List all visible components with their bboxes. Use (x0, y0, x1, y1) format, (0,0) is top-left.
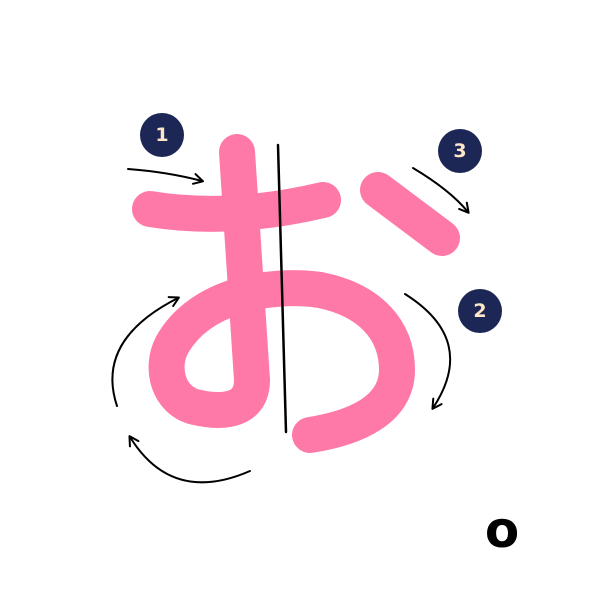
romaji-label: o (484, 501, 520, 559)
vertical-guide-line (276, 143, 288, 434)
stroke-1-direction-arrow (127, 168, 204, 185)
stroke-order-number-1: 1 (155, 123, 169, 146)
stroke-3-diagonal (360, 172, 460, 256)
stroke-2-curve-direction-arrow (404, 293, 452, 410)
stroke-order-badge-1: 1 (140, 113, 184, 157)
stroke-2-loop-lower-arrow (128, 435, 251, 484)
stroke-2-loop-upper-arrow (111, 296, 180, 407)
stroke-order-badge-2: 2 (458, 289, 502, 333)
stroke-3-direction-arrow (412, 167, 470, 214)
stroke-order-number-3: 3 (453, 139, 467, 162)
stroke-order-badge-3: 3 (438, 129, 482, 173)
stroke-order-number-2: 2 (473, 299, 487, 322)
stroke-2-vertical-loop (148, 134, 415, 453)
